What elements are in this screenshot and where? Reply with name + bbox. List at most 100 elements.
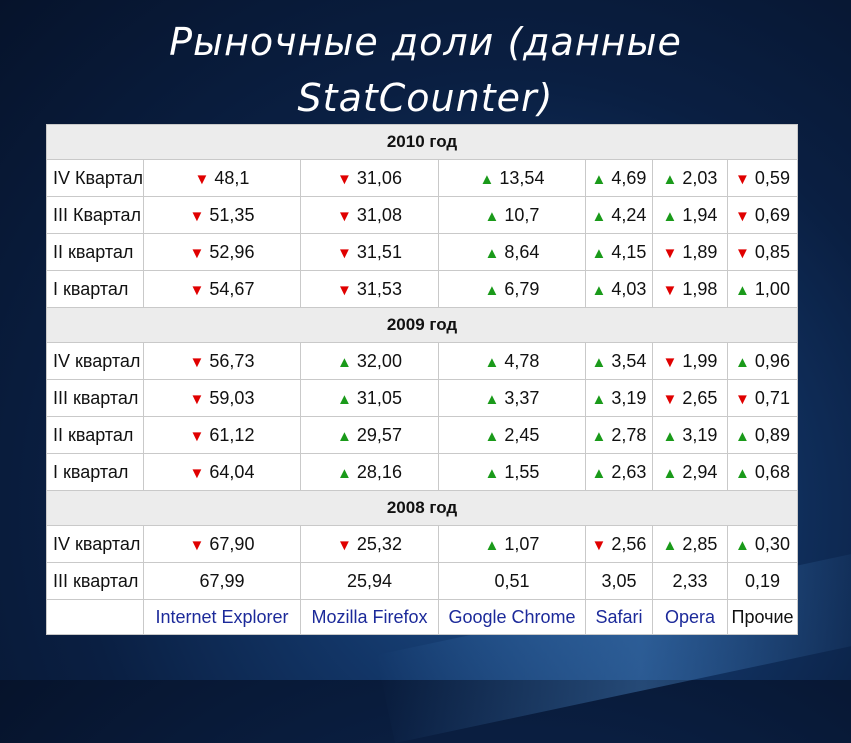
share-value: 0,85 (754, 241, 790, 262)
quarter-label: II квартал (46, 233, 144, 271)
share-value: 25,94 (346, 570, 393, 591)
table-row: III квартал ▼ 59,03 ▲ 31,05 ▲ 3,37 ▲ 3,19 ▼ 2… (46, 379, 799, 417)
share-cell: ▲ 3,37 (438, 379, 586, 417)
share-value: 28,16 (356, 461, 402, 482)
share-value: 1,89 (682, 241, 718, 262)
year-row: 2008 год (45, 490, 799, 526)
browser-label: Google Chrome (438, 599, 586, 635)
quarter-label: IV Квартал (46, 159, 144, 197)
share-cell: ▲ 4,03 (585, 270, 653, 308)
share-cell: ▲ 3,54 (585, 342, 653, 380)
share-cell: 67,99 (143, 562, 301, 600)
table-row: I квартал ▼ 64,04 ▲ 28,16 ▲ 1,55 ▲ 2,63 ▲ 2,9… (46, 453, 799, 491)
triangle-up-icon: ▲ (591, 390, 607, 408)
share-cell: ▲ 2,78 (585, 416, 653, 454)
share-cell: ▼ 1,99 (652, 342, 728, 380)
table-row: IV квартал ▼ 67,90 ▼ 25,32 ▲ 1,07 ▼ 2,56 ▲ 2,… (46, 525, 799, 563)
table-row: III Квартал ▼ 51,35 ▼ 31,08 ▲ 10,7 ▲ 4,24 ▲ 1… (46, 196, 799, 234)
triangle-down-icon: ▼ (189, 427, 205, 445)
share-value: 61,12 (209, 424, 255, 445)
table-row: II квартал ▼ 52,96 ▼ 31,51 ▲ 8,64 ▲ 4,15 ▼ 1,… (46, 233, 799, 271)
share-value: 6,79 (504, 278, 540, 299)
share-cell: ▼ 52,96 (143, 233, 301, 271)
browser-label: Internet Explorer (143, 599, 301, 635)
share-value: 31,06 (356, 167, 402, 188)
share-value: 31,08 (356, 204, 402, 225)
share-cell: ▼ 54,67 (143, 270, 301, 308)
share-value: 0,51 (494, 570, 530, 591)
table-row: IV квартал ▼ 56,73 ▲ 32,00 ▲ 4,78 ▲ 3,54 ▼ 1,… (46, 342, 799, 380)
quarter-label: IV квартал (46, 525, 144, 563)
share-value: 1,94 (682, 204, 718, 225)
triangle-down-icon: ▼ (189, 281, 205, 299)
title-line-2: StatCounter) (297, 76, 554, 120)
year-row: 2009 год (45, 307, 799, 343)
triangle-up-icon: ▲ (735, 536, 750, 554)
triangle-up-icon: ▲ (484, 353, 500, 371)
share-cell: ▼ 0,85 (726, 233, 799, 271)
triangle-up-icon: ▲ (591, 244, 607, 262)
share-cell: ▲ 2,63 (585, 453, 653, 491)
share-cell: ▲ 1,55 (438, 453, 586, 491)
triangle-down-icon: ▼ (662, 353, 678, 371)
share-cell: ▲ 1,07 (438, 525, 586, 563)
share-cell: ▼ 67,90 (143, 525, 301, 563)
share-value: 4,03 (611, 278, 647, 299)
triangle-down-icon: ▼ (189, 353, 205, 371)
share-value: 67,90 (209, 533, 255, 554)
browser-label: Opera (652, 599, 728, 635)
table-row: II квартал ▼ 61,12 ▲ 29,57 ▲ 2,45 ▲ 2,78 ▲ 3,… (46, 416, 799, 454)
share-value: 3,05 (601, 570, 637, 591)
share-value: 1,55 (504, 461, 540, 482)
share-cell: ▼ 31,08 (300, 196, 439, 234)
share-value: 3,54 (611, 350, 647, 371)
triangle-down-icon: ▼ (337, 244, 352, 262)
share-cell: ▲ 31,05 (300, 379, 439, 417)
year-heading: 2010 год (45, 124, 799, 160)
share-value: 2,65 (682, 387, 718, 408)
triangle-up-icon: ▲ (484, 390, 500, 408)
share-value: 59,03 (209, 387, 255, 408)
share-value: 0,30 (754, 533, 790, 554)
share-value: 52,96 (209, 241, 255, 262)
share-value: 48,1 (214, 167, 250, 188)
triangle-up-icon: ▲ (591, 353, 607, 371)
share-cell: ▲ 1,00 (726, 270, 799, 308)
share-value: 10,7 (504, 204, 540, 225)
share-cell: ▼ 1,98 (652, 270, 728, 308)
empty-corner-cell (46, 599, 144, 635)
triangle-down-icon: ▼ (662, 281, 678, 299)
share-value: 29,57 (356, 424, 402, 445)
share-cell: ▼ 59,03 (143, 379, 301, 417)
share-cell: ▼ 0,59 (726, 159, 799, 197)
browser-label: Прочие (726, 599, 799, 635)
browser-label: Mozilla Firefox (300, 599, 439, 635)
share-cell: ▼ 51,35 (143, 196, 301, 234)
triangle-down-icon: ▼ (189, 390, 205, 408)
share-cell: ▲ 0,68 (726, 453, 799, 491)
table-row: IV Квартал ▼ 48,1 ▼ 31,06 ▲ 13,54 ▲ 4,69 ▲ 2,… (46, 159, 799, 197)
triangle-up-icon: ▲ (479, 170, 495, 188)
share-value: 32,00 (356, 350, 402, 371)
share-cell: ▲ 29,57 (300, 416, 439, 454)
triangle-down-icon: ▼ (662, 244, 678, 262)
triangle-up-icon: ▲ (662, 427, 678, 445)
table-body: 2010 год IV Квартал ▼ 48,1 ▼ 31,06 ▲ 13,54 ▲ … (45, 124, 799, 635)
share-value: 2,85 (682, 533, 718, 554)
share-cell: ▲ 2,03 (652, 159, 728, 197)
triangle-down-icon: ▼ (735, 170, 750, 188)
triangle-up-icon: ▲ (337, 353, 352, 371)
share-value: 0,89 (754, 424, 790, 445)
triangle-up-icon: ▲ (735, 281, 750, 299)
triangle-up-icon: ▲ (591, 427, 607, 445)
share-value: 1,98 (682, 278, 718, 299)
triangle-down-icon: ▼ (337, 536, 352, 554)
triangle-up-icon: ▲ (735, 464, 750, 482)
share-value: 54,67 (209, 278, 255, 299)
triangle-down-icon: ▼ (194, 170, 210, 188)
share-value: 31,05 (356, 387, 402, 408)
triangle-down-icon: ▼ (337, 281, 352, 299)
market-share-table-container: 2010 год IV Квартал ▼ 48,1 ▼ 31,06 ▲ 13,54 ▲ … (45, 124, 799, 635)
quarter-label: III квартал (46, 379, 144, 417)
share-value: 25,32 (356, 533, 402, 554)
